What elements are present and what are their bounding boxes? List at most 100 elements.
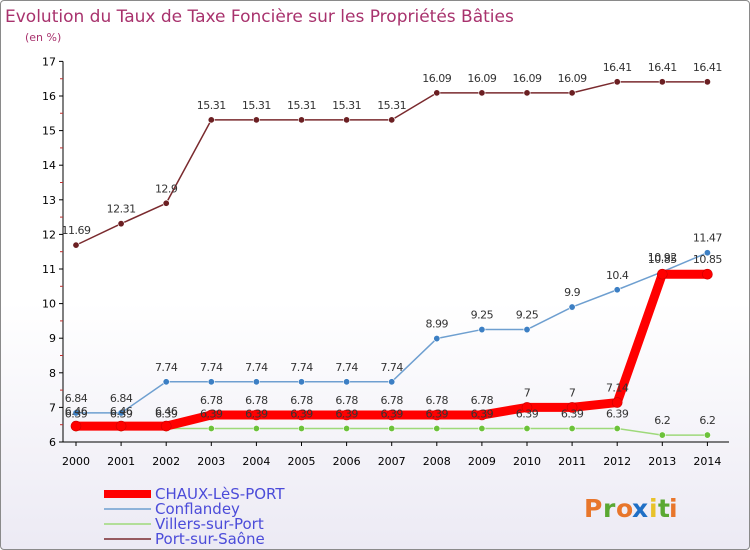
data-label-villers-sur-port: 6.39 xyxy=(110,408,133,421)
data-label-chaux-l-s-port: 10.85 xyxy=(693,253,722,266)
data-point-chaux-l-s-port xyxy=(386,409,398,421)
data-label-chaux-l-s-port: 6.46 xyxy=(65,405,88,418)
x-tick-label: 2014 xyxy=(693,455,721,468)
data-point-chaux-l-s-port xyxy=(476,409,488,421)
x-tick-label: 2006 xyxy=(333,455,361,468)
data-label-chaux-l-s-port: 7.14 xyxy=(606,382,629,395)
x-tick-label: 2003 xyxy=(197,455,225,468)
x-tick-label: 2007 xyxy=(378,455,406,468)
data-label-chaux-l-s-port: 6.78 xyxy=(426,394,449,407)
data-point-port-sur-sa-ne xyxy=(523,89,531,97)
data-label-conflandey: 9.9 xyxy=(564,286,580,299)
data-point-chaux-l-s-port xyxy=(341,409,352,421)
data-point-port-sur-sa-ne xyxy=(433,89,441,97)
data-label-chaux-l-s-port: 6.78 xyxy=(380,394,403,407)
data-label-port-sur-sa-ne: 15.31 xyxy=(287,99,316,112)
data-point-conflandey xyxy=(613,286,621,294)
data-point-chaux-l-s-port xyxy=(296,409,307,421)
brand-letter: o xyxy=(616,494,633,523)
data-point-chaux-l-s-port xyxy=(656,268,668,280)
data-label-conflandey: 11.47 xyxy=(693,232,722,245)
data-label-chaux-l-s-port: 10.85 xyxy=(648,253,677,266)
data-point-conflandey xyxy=(297,378,305,386)
data-point-chaux-l-s-port xyxy=(521,402,533,413)
data-point-villers-sur-port xyxy=(252,425,260,433)
data-point-conflandey xyxy=(433,335,441,343)
data-point-villers-sur-port xyxy=(523,425,531,433)
y-tick-label: 15 xyxy=(42,125,56,138)
data-point-conflandey xyxy=(252,378,260,386)
data-point-conflandey xyxy=(523,326,531,334)
data-label-conflandey: 8.99 xyxy=(426,318,449,331)
legend: CHAUX-LèS-PORTConflandeyVillers-sur-Port… xyxy=(104,485,285,548)
data-label-villers-sur-port: 6.39 xyxy=(65,408,88,421)
y-tick-label: 17 xyxy=(42,55,56,68)
legend-label-conflandey: Conflandey xyxy=(155,500,240,518)
data-point-port-sur-sa-ne xyxy=(388,116,396,124)
x-tick-label: 2010 xyxy=(513,455,541,468)
data-label-villers-sur-port: 6.2 xyxy=(699,414,715,427)
data-point-villers-sur-port xyxy=(343,425,351,433)
data-label-villers-sur-port: 6.39 xyxy=(471,408,494,421)
data-label-chaux-l-s-port: 6.78 xyxy=(245,394,268,407)
data-label-conflandey: 7.74 xyxy=(245,361,268,374)
data-point-villers-sur-port xyxy=(568,425,576,433)
data-point-chaux-l-s-port xyxy=(431,409,443,421)
data-label-port-sur-sa-ne: 16.41 xyxy=(603,61,632,74)
data-label-conflandey: 9.25 xyxy=(471,309,494,322)
data-point-conflandey xyxy=(388,378,396,386)
data-point-conflandey xyxy=(162,378,170,386)
brand-letter: P xyxy=(584,494,602,523)
data-point-port-sur-sa-ne xyxy=(703,78,711,86)
x-tick-label: 2001 xyxy=(107,455,135,468)
data-label-port-sur-sa-ne: 16.41 xyxy=(648,61,677,74)
data-label-chaux-l-s-port: 6.46 xyxy=(155,405,178,418)
y-tick-label: 14 xyxy=(42,159,56,172)
data-point-port-sur-sa-ne xyxy=(658,78,666,86)
data-point-villers-sur-port xyxy=(703,431,711,439)
data-point-villers-sur-port xyxy=(207,425,215,433)
data-label-port-sur-sa-ne: 15.31 xyxy=(242,99,271,112)
legend-label-villers-sur-port: Villers-sur-Port xyxy=(155,515,264,533)
data-point-port-sur-sa-ne xyxy=(252,116,260,124)
data-label-villers-sur-port: 6.39 xyxy=(426,408,449,421)
data-label-villers-sur-port: 6.39 xyxy=(516,408,539,421)
data-point-chaux-l-s-port xyxy=(251,409,262,421)
data-label-port-sur-sa-ne: 16.09 xyxy=(513,72,542,85)
data-label-port-sur-sa-ne: 12.9 xyxy=(155,182,178,195)
x-tick-label: 2013 xyxy=(648,455,676,468)
data-point-port-sur-sa-ne xyxy=(162,199,170,207)
data-label-chaux-l-s-port: 7 xyxy=(569,386,576,399)
data-point-chaux-l-s-port xyxy=(206,409,217,421)
y-tick-label: 9 xyxy=(49,332,56,345)
data-label-conflandey: 10.92 xyxy=(648,251,677,264)
brand-letter: i xyxy=(649,494,658,523)
data-label-conflandey: 7.74 xyxy=(155,361,178,374)
data-point-port-sur-sa-ne xyxy=(568,89,576,97)
data-label-chaux-l-s-port: 6.78 xyxy=(335,394,358,407)
data-point-conflandey xyxy=(478,326,486,334)
data-label-villers-sur-port: 6.39 xyxy=(606,408,629,421)
data-labels: 11.69 12.31 12.9 15.31 15.31 15.31 15.31 15.31 1… xyxy=(62,61,723,427)
chart-subtitle: (en %) xyxy=(25,31,61,44)
data-label-port-sur-sa-ne: 12.31 xyxy=(107,203,136,216)
data-label-conflandey: 7.74 xyxy=(290,361,313,374)
y-tick-label: 10 xyxy=(42,298,56,311)
data-label-chaux-l-s-port: 6.46 xyxy=(110,405,133,418)
data-label-port-sur-sa-ne: 16.09 xyxy=(422,72,451,85)
data-point-chaux-l-s-port xyxy=(566,402,578,413)
data-point-port-sur-sa-ne xyxy=(207,116,215,124)
data-point-chaux-l-s-port xyxy=(160,420,172,432)
y-tick-label: 12 xyxy=(42,228,56,241)
data-point-port-sur-sa-ne xyxy=(343,116,351,124)
data-point-villers-sur-port xyxy=(388,425,396,433)
data-label-conflandey: 7.74 xyxy=(380,361,403,374)
x-tick-label: 2002 xyxy=(152,455,180,468)
y-tick-label: 16 xyxy=(42,90,56,103)
data-label-villers-sur-port: 6.39 xyxy=(290,408,313,421)
data-label-port-sur-sa-ne: 15.31 xyxy=(377,99,406,112)
data-point-chaux-l-s-port xyxy=(702,268,713,280)
data-label-conflandey: 6.84 xyxy=(65,392,88,405)
